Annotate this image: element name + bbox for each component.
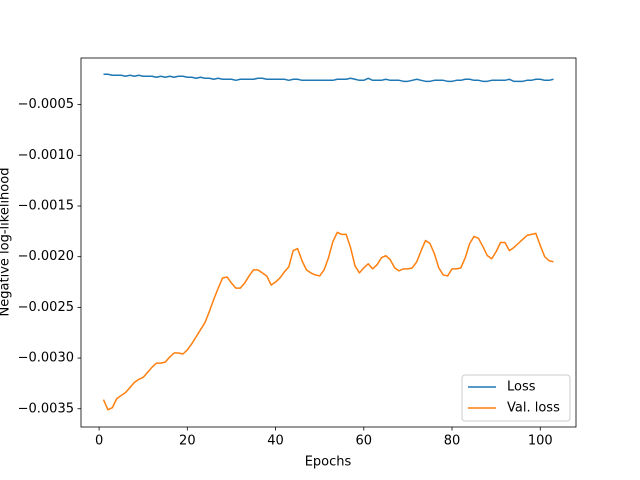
x-tick-label: 40 <box>267 434 284 449</box>
y-tick-label: −0.0025 <box>18 300 74 315</box>
y-tick-label: −0.0030 <box>18 351 74 366</box>
x-tick-label: 60 <box>356 434 373 449</box>
x-axis-label: Epochs <box>305 455 352 470</box>
y-tick-label: −0.0010 <box>18 148 74 163</box>
x-tick-label: 20 <box>179 434 196 449</box>
y-tick-label: −0.0020 <box>18 249 74 264</box>
legend: Loss Val. loss <box>461 374 571 422</box>
legend-label: Val. loss <box>507 401 560 416</box>
y-axis-label: Negative log-likelihood <box>0 168 13 317</box>
legend-label: Loss <box>507 380 536 395</box>
x-tick-label: 0 <box>95 434 103 449</box>
y-tick-label: −0.0035 <box>18 401 74 416</box>
x-tick-label: 100 <box>528 434 553 449</box>
y-tick-label: −0.0015 <box>18 199 74 214</box>
y-tick-label: −0.0005 <box>18 97 74 112</box>
data-line <box>102 231 554 411</box>
data-line <box>103 73 554 83</box>
plot-frame <box>80 57 577 428</box>
x-tick-label: 80 <box>444 434 461 449</box>
